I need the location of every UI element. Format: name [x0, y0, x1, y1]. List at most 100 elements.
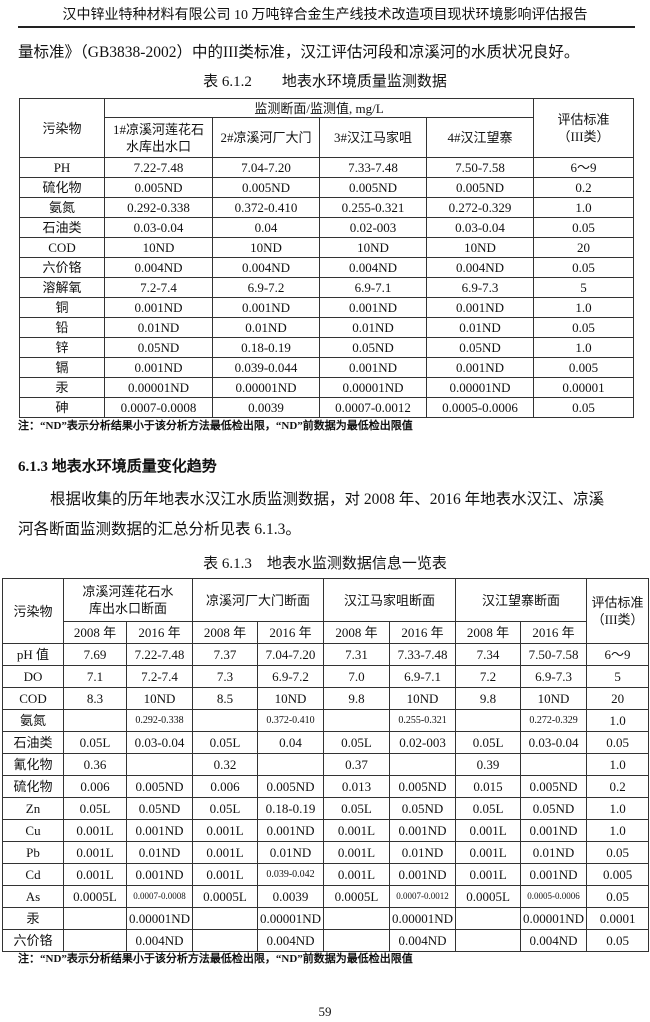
value-cell: 0.05ND	[104, 337, 213, 358]
value-cell	[63, 907, 127, 930]
table-row: Cu 0.001L 0.001ND 0.001L 0.001ND 0.001L 0.001N…	[2, 819, 650, 842]
value-cell: 6.9-7.1	[389, 665, 457, 688]
header-year: 2008 年	[455, 621, 522, 644]
value-cell: 7.2-7.4	[125, 665, 194, 688]
value-cell: 7.3	[192, 665, 259, 688]
pollutant-cell: 硫化物	[19, 177, 105, 198]
table-row: As 0.0005L 0.0007-0.0008 0.0005L 0.0039 0.000…	[2, 885, 650, 908]
pollutant-cell: 氨氮	[19, 197, 105, 218]
table2-caption: 表 6.1.3 地表水监测数据信息一览表	[203, 556, 447, 572]
value-cell: 0.03-0.04	[104, 217, 213, 238]
value-cell: 0.004ND	[389, 929, 457, 952]
header-year: 2008 年	[192, 621, 259, 644]
standard-cell: 0.05	[533, 397, 635, 418]
header-pollutant: 污染物	[19, 98, 105, 158]
value-cell: 0.255-0.321	[319, 197, 427, 218]
value-cell: 0.001ND	[389, 819, 457, 842]
value-cell	[192, 929, 259, 952]
value-cell: 8.3	[63, 687, 127, 710]
pollutant-cell: 汞	[2, 907, 64, 930]
value-cell: 6.9-7.3	[520, 665, 588, 688]
pollutant-cell: Cd	[2, 863, 64, 886]
value-cell: 0.005ND	[520, 775, 588, 798]
standard-cell: 0.05	[586, 731, 650, 754]
value-cell	[63, 709, 127, 732]
value-cell: 7.37	[192, 643, 259, 666]
value-cell: 7.33-7.48	[389, 643, 457, 666]
value-cell: 0.00001ND	[125, 907, 194, 930]
value-cell	[63, 929, 127, 952]
value-cell: 0.001L	[192, 819, 259, 842]
value-cell: 8.5	[192, 687, 259, 710]
pollutant-cell: COD	[2, 687, 64, 710]
value-cell: 9.8	[455, 687, 522, 710]
standard-cell: 0.05	[533, 257, 635, 278]
value-cell: 0.004ND	[212, 257, 320, 278]
pollutant-cell: 溶解氧	[19, 277, 105, 298]
value-cell: 0.01ND	[212, 317, 320, 338]
value-cell: 0.001L	[63, 841, 127, 864]
value-cell: 0.36	[63, 753, 127, 776]
table-row: 氨氮 0.292-0.338 0.372-0.410 0.255-0.321 0.272…	[19, 197, 635, 218]
value-cell	[323, 929, 391, 952]
table-row: PH 7.22-7.48 7.04-7.20 7.33-7.48 7.50-7.58 6～…	[19, 157, 635, 178]
value-cell: 0.00001ND	[389, 907, 457, 930]
value-cell: 0.0007-0.0012	[389, 885, 457, 908]
standard-cell: 1.0	[533, 297, 635, 318]
value-cell: 0.32	[192, 753, 259, 776]
value-cell: 0.001L	[192, 863, 259, 886]
pollutant-cell: Cu	[2, 819, 64, 842]
value-cell: 0.001L	[323, 819, 391, 842]
header-year: 2016 年	[520, 621, 588, 644]
value-cell: 0.272-0.329	[520, 709, 588, 732]
standard-cell: 0.005	[586, 863, 650, 886]
header-site-2: 凉溪河厂大门断面	[192, 578, 325, 622]
standard-cell: 0.05	[586, 885, 650, 908]
value-cell: 0.0005L	[63, 885, 127, 908]
standard-cell: 20	[586, 687, 650, 710]
value-cell: 7.22-7.48	[125, 643, 194, 666]
value-cell: 10ND	[520, 687, 588, 710]
value-cell: 0.006	[192, 775, 259, 798]
value-cell: 0.00001ND	[319, 377, 427, 398]
value-cell	[389, 753, 457, 776]
value-cell: 0.005ND	[425, 177, 535, 198]
value-cell: 0.0007-0.0008	[104, 397, 213, 418]
pollutant-cell: 六价铬	[19, 257, 105, 278]
section-heading: 6.1.3 地表水环境质量变化趋势	[18, 459, 217, 475]
standard-cell: 0.05	[586, 841, 650, 864]
pollutant-cell: As	[2, 885, 64, 908]
header-divider	[18, 26, 635, 28]
pollutant-cell: 硫化物	[2, 775, 64, 798]
value-cell: 0.00001ND	[520, 907, 588, 930]
value-cell: 7.2	[455, 665, 522, 688]
table1-caption: 表 6.1.2 地表水环境质量监测数据	[203, 74, 447, 90]
value-cell: 0.01ND	[389, 841, 457, 864]
value-cell: 0.255-0.321	[389, 709, 457, 732]
value-cell: 0.01ND	[104, 317, 213, 338]
value-cell: 0.05ND	[425, 337, 535, 358]
standard-cell: 20	[533, 237, 635, 258]
value-cell: 0.001L	[455, 841, 522, 864]
table-row: COD 8.3 10ND 8.5 10ND 9.8 10ND 9.8 10ND 20	[2, 687, 650, 710]
value-cell: 0.03-0.04	[425, 217, 535, 238]
value-cell: 0.0005L	[455, 885, 522, 908]
value-cell: 0.01ND	[425, 317, 535, 338]
table-row: 溶解氧 7.2-7.4 6.9-7.2 6.9-7.1 6.9-7.3 5	[19, 277, 635, 298]
standard-cell: 1.0	[586, 819, 650, 842]
value-cell	[455, 929, 522, 952]
pollutant-cell: COD	[19, 237, 105, 258]
value-cell: 0.005ND	[212, 177, 320, 198]
table2-note: 注：“ND”表示分析结果小于该分析方法最低检出限，“ND”前数据为最低检出限值	[18, 953, 413, 965]
table-row: DO 7.1 7.2-7.4 7.3 6.9-7.2 7.0 6.9-7.1 7.2 6.9-7…	[2, 665, 650, 688]
page-number: 59	[318, 1004, 332, 1019]
table1-note: 注：“ND”表示分析结果小于该分析方法最低检出限，“ND”前数据为最低检出限值	[18, 420, 413, 432]
value-cell: 0.00001ND	[212, 377, 320, 398]
value-cell: 10ND	[212, 237, 320, 258]
value-cell: 7.04-7.20	[257, 643, 325, 666]
value-cell: 0.05L	[323, 797, 391, 820]
pollutant-cell: pH 值	[2, 643, 64, 666]
value-cell: 0.001L	[63, 863, 127, 886]
intro-text: 量标准》（GB3838-2002）中的III类标准，汉江评估河段和凉溪河的水质状…	[18, 44, 580, 61]
table-row: 镉 0.001ND 0.039-0.044 0.001ND 0.001ND 0.005	[19, 357, 635, 378]
